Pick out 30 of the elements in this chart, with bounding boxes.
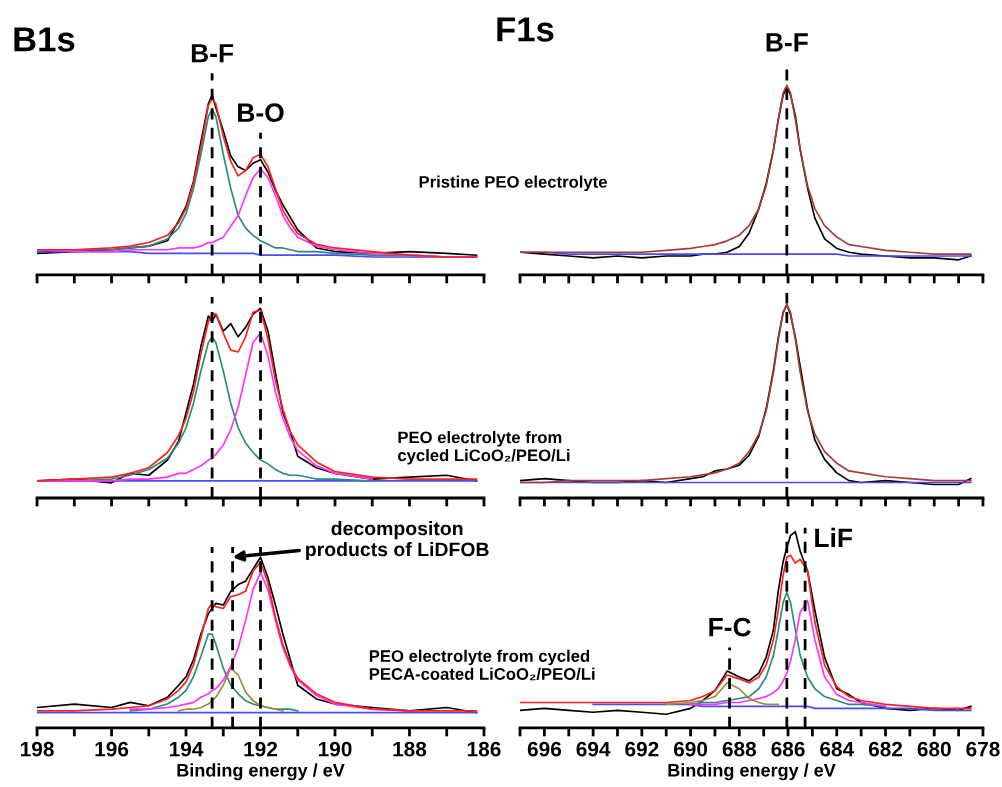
annotation: PEO electrolyte from cycled LiCoO₂/PEO/Li <box>398 431 570 465</box>
x-axis-title: Binding energy / eV <box>177 763 345 781</box>
chart-title: F1s <box>497 17 554 42</box>
x-tick-label: 688 <box>722 741 757 757</box>
x-tick-label: 188 <box>393 741 427 757</box>
x-tick-label: 686 <box>771 741 805 757</box>
x-tick-label: 192 <box>244 741 278 757</box>
x-tick-label: 684 <box>820 741 855 757</box>
ref-line-label: B-O <box>238 103 284 122</box>
ref-line-label: B-F <box>191 44 234 63</box>
x-tick-label: 692 <box>625 741 659 757</box>
x-tick-label: 196 <box>95 741 129 757</box>
x-tick-label: 190 <box>318 741 352 757</box>
x-tick-label: 682 <box>868 741 903 757</box>
x-tick-label: 678 <box>966 741 1000 757</box>
x-tick-label: 198 <box>21 741 54 757</box>
annotation: decompositon products of LiDFOB <box>306 521 489 561</box>
chart-title: B1s <box>14 27 75 52</box>
annotation: PEO electrolyte from cycled PECA-coated LiCoO₂/PEO/Li <box>369 649 595 681</box>
ref-line-label: F-C <box>709 617 751 637</box>
x-axis-title: Binding energy / eV <box>668 763 836 781</box>
annotation: Pristine PEO electrolyte <box>419 175 607 192</box>
x-tick-label: 694 <box>576 741 611 757</box>
x-tick-label: 680 <box>917 741 951 757</box>
ref-line-label: LiF <box>815 527 853 547</box>
x-tick-label: 690 <box>673 741 708 757</box>
x-tick-label: 696 <box>527 741 562 757</box>
x-tick-label: 194 <box>169 741 204 757</box>
x-tick-label: 186 <box>467 741 501 757</box>
ref-line-label: B-F <box>766 33 808 52</box>
